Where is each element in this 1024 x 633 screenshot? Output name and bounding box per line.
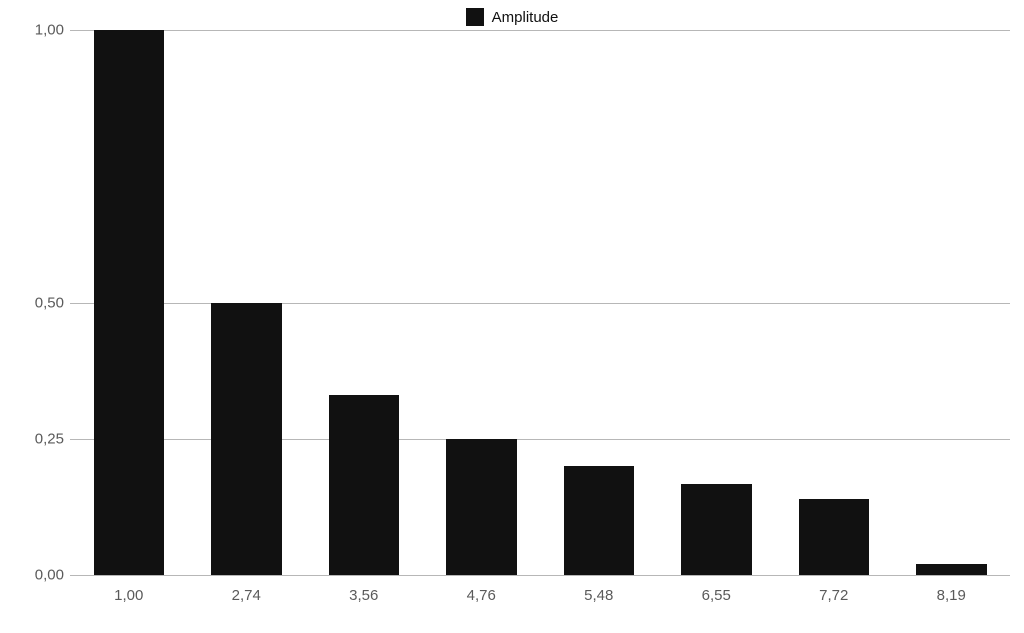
y-tick-label: 0,25 — [14, 430, 64, 447]
bar — [211, 303, 282, 576]
bar — [564, 466, 635, 575]
x-axis-labels: 1,002,743,564,765,486,557,728,19 — [70, 587, 1010, 604]
bar-slot — [775, 30, 893, 575]
bar — [329, 395, 400, 575]
bar-slot — [423, 30, 541, 575]
x-tick-label: 8,19 — [893, 587, 1011, 604]
x-tick-label: 3,56 — [305, 587, 423, 604]
bar-slot — [893, 30, 1011, 575]
x-tick-label: 2,74 — [188, 587, 306, 604]
bar-slot — [540, 30, 658, 575]
bar — [94, 30, 165, 575]
y-tick-label: 0,50 — [14, 294, 64, 311]
y-tick-label: 0,00 — [14, 567, 64, 584]
bar-slot — [305, 30, 423, 575]
bar-slot — [658, 30, 776, 575]
x-tick-label: 7,72 — [775, 587, 893, 604]
legend-swatch — [466, 8, 484, 26]
chart-legend: Amplitude — [0, 8, 1024, 26]
gridline — [70, 575, 1010, 576]
bar-slot — [70, 30, 188, 575]
amplitude-bar-chart: Amplitude 1,002,743,564,765,486,557,728,… — [0, 0, 1024, 633]
bar — [916, 564, 987, 575]
bar — [446, 439, 517, 575]
legend-label: Amplitude — [492, 9, 559, 26]
bars-group — [70, 30, 1010, 575]
y-tick-label: 1,00 — [14, 22, 64, 39]
x-tick-label: 4,76 — [423, 587, 541, 604]
x-tick-label: 5,48 — [540, 587, 658, 604]
bar — [681, 484, 752, 575]
x-tick-label: 1,00 — [70, 587, 188, 604]
plot-area — [70, 30, 1010, 575]
x-tick-label: 6,55 — [658, 587, 776, 604]
bar — [799, 499, 870, 575]
bar-slot — [188, 30, 306, 575]
